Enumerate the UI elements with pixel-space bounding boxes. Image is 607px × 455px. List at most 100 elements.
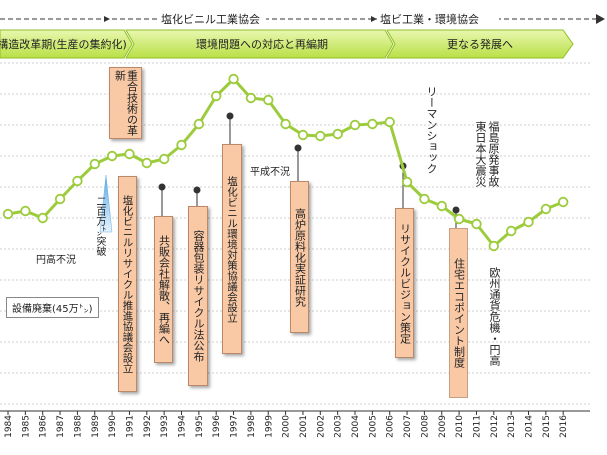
milestone-triangle [99,174,113,233]
annotation-box-2-text: 塩化ビニルリサイクル推進協議会設立 [121,194,134,374]
org-band-label-2: 塩ビ工業・環境協会 [380,12,479,26]
data-point-2014 [523,216,534,228]
org-band-arrowhead [596,14,605,24]
x-tick-label-1985: 1985 [21,415,31,438]
data-point-1994 [176,139,187,151]
x-tick-label-1989: 1989 [91,415,101,438]
x-tick-label-1995: 1995 [195,415,205,438]
data-point-1991 [124,148,135,160]
leader-dot-4 [294,144,302,152]
x-tick-label-2007: 2007 [403,415,413,438]
data-point-2015 [540,203,552,215]
x-tick-label-2006: 2006 [386,415,396,438]
phase-band-2 [125,29,394,59]
label-fukushima-accident: 福島原発事故 [487,121,500,187]
annotation-box-4: 容器包装リサイクル法公布 [188,206,208,386]
data-point-1993 [158,153,170,165]
x-axis: 1984 1985 1986 1987 1988 1989 1990 1991 1992 1993… [0,410,590,438]
annotation-box-6: 高炉原料化実証研究 [290,181,309,333]
data-point-2006 [384,116,395,128]
data-point-2016 [558,196,569,208]
org-label-bg [377,12,499,26]
data-point-2002 [315,130,326,142]
label-yen-appreciation-recession: 円高不況 [36,255,76,266]
x-tick-label-2010: 2010 [455,415,465,438]
label-heisei-recession: 平成不況 [250,167,290,178]
x-tick-label-2001: 2001 [299,415,309,438]
label-lehman-shock: リーマンショック [425,86,438,174]
annotation-box-4-text: 容器包装リサイクル法公布 [192,230,205,362]
x-tick-label-1998: 1998 [247,415,257,438]
data-point-2004 [349,119,361,131]
x-tick-label-1986: 1986 [39,415,49,438]
data-point-2011 [471,218,482,230]
x-tick-label-2008: 2008 [420,415,430,438]
annotation-box-1-text: 重合技術の革新 [113,70,139,136]
x-tick-label-2014: 2014 [525,415,535,438]
data-point-2010 [453,213,465,225]
data-point-1992 [141,157,153,169]
data-point-1997 [228,73,239,85]
data-point-1999 [263,94,274,106]
data-point-2008 [419,193,430,205]
data-point-2000 [280,118,291,130]
x-tick-label-1993: 1993 [160,415,170,438]
x-tick-label-2016: 2016 [559,415,569,438]
data-point-2012 [488,240,500,252]
phase-band-1 [0,29,133,59]
data-point-1986 [37,212,48,224]
x-tick-label-1999: 1999 [264,415,274,438]
x-tick-label-2009: 2009 [438,415,448,438]
series-line [2,73,569,252]
org-label-bg [158,12,266,26]
x-tick-label-2003: 2003 [334,415,344,438]
data-point-2007 [401,176,413,188]
data-point-1985 [20,205,31,217]
phase-band-2-label: 環境問題への対応と再編期 [196,37,328,51]
x-tick-label-1988: 1988 [73,415,83,438]
annotation-box-8: 住宅エコポイント制度 [449,228,468,398]
leader-dot-3 [226,112,234,120]
data-point-2009 [436,200,448,212]
x-tick-label-2004: 2004 [351,415,361,438]
x-tick-label-1992: 1992 [143,415,153,438]
label-euro-crisis-strong-yen: 欧州通貨危機・円高 [488,267,501,366]
data-point-1996 [210,90,222,102]
leader-dot-1 [158,183,166,191]
annotation-box-3: 共販会社解散、再編へ [154,216,173,363]
annotation-box-7: リサイクルビジョン策定 [395,208,414,358]
x-tick-label-2005: 2005 [368,415,378,438]
x-tick-label-1997: 1997 [230,415,240,438]
x-tick-label-1987: 1987 [56,415,66,438]
leader-dot-6 [452,206,460,214]
x-tick-label-2012: 2012 [490,415,500,438]
annotation-box-2: 塩化ビニルリサイクル推進協議会設立 [118,176,137,392]
label-capacity-scrapping: 設備廃棄(45万㌧) [6,297,99,318]
x-tick-label-1996: 1996 [212,415,222,438]
annotation-box-8-text: 住宅エコポイント制度 [452,258,466,368]
data-point-2003 [332,128,343,140]
leader-dot-2 [193,186,201,194]
x-tick-label-2011: 2011 [473,415,483,438]
x-tick-label-1991: 1991 [126,415,136,438]
x-tick-label-2015: 2015 [542,415,552,438]
phase-band-3-label: 更なる発展へ [447,37,513,51]
org-band-marker [371,16,377,22]
data-point-1987 [54,193,66,205]
data-point-1989 [89,158,101,170]
x-tick-label-1984: 1984 [4,415,14,438]
phase-band-1-label: 構造改革期(生産の集約化) [0,37,127,51]
annotation-box-5-text: 塩化ビニル環境対策協議会設立 [226,175,238,323]
x-tick-label-2000: 2000 [282,415,292,438]
data-point-1998 [245,92,257,104]
org-band-marker [104,16,110,22]
annotation-box-3-text: 共販会社解散、再編へ [157,234,171,345]
phase-band-3 [386,29,574,59]
data-point-1988 [72,175,83,187]
label-two-million-tons: 二百万㌧突破 [94,196,105,256]
data-point-1984 [2,208,14,220]
annotation-box-5: 塩化ビニル環境対策協議会設立 [222,144,242,354]
label-great-east-japan-earthquake: 東日本大震災 [474,121,487,187]
